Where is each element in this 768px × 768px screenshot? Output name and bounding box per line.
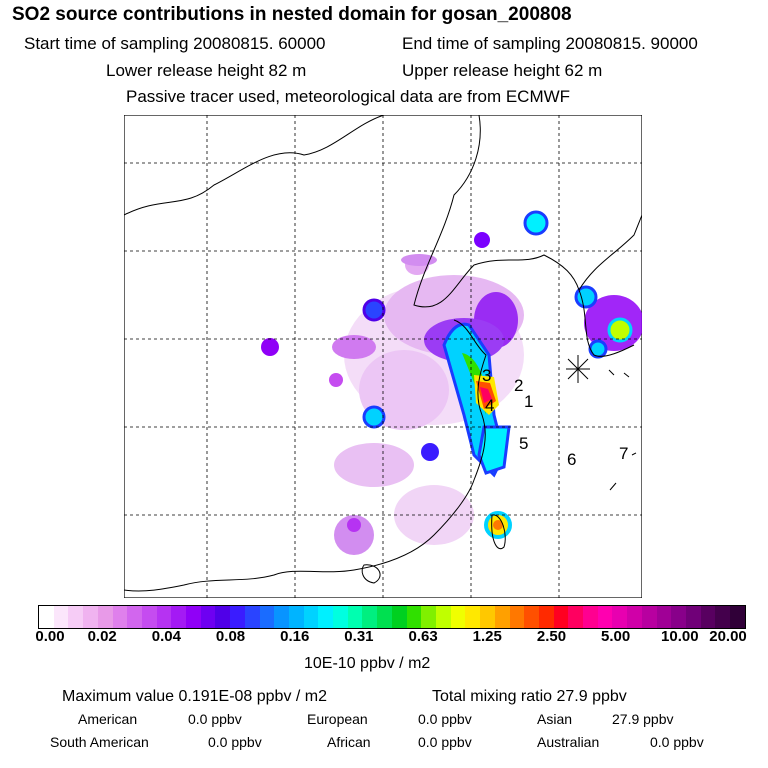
colorbar-swatch: [465, 606, 481, 628]
colorbar-swatch: [524, 606, 539, 628]
colorbar-swatch: [641, 606, 657, 628]
colorbar-swatch: [627, 606, 642, 628]
colorbar-tick-label: 0.08: [215, 628, 246, 645]
colorbar-swatch: [171, 606, 187, 628]
colorbar-tick-label: 2.50: [536, 628, 567, 645]
coastline-layer: [124, 115, 642, 592]
colorbar-swatch: [39, 606, 54, 628]
colorbar-swatch: [83, 606, 98, 628]
colorbar-swatch: [730, 606, 745, 628]
region-value: 0.0 ppbv: [418, 711, 472, 727]
colorbar-swatch: [362, 606, 378, 628]
region-name: Asian: [537, 711, 573, 727]
colorbar-tick-label: 5.00: [601, 628, 631, 645]
tracer-note: Passive tracer used, meteorological data…: [126, 87, 571, 106]
colorbar-swatch: [685, 606, 701, 628]
colorbar-swatch: [538, 606, 554, 628]
colorbar-swatch: [700, 606, 716, 628]
colorbar-swatch: [377, 606, 392, 628]
colorbar-swatch: [303, 606, 319, 628]
colorbar-swatch: [509, 606, 525, 628]
map-label: 6: [567, 450, 576, 469]
colorbar-swatch: [583, 606, 598, 628]
colorbar-swatch: [656, 606, 672, 628]
region-name: American: [78, 711, 138, 727]
region-value: 0.0 ppbv: [188, 711, 242, 727]
colorbar-swatch: [274, 606, 289, 628]
colorbar-swatch: [568, 606, 584, 628]
start-time: Start time of sampling 20080815. 60000: [24, 34, 326, 53]
colorbar-tick-label: 0.16: [280, 628, 310, 645]
upper-release-height: Upper release height 62 m: [402, 61, 603, 80]
region-name: European: [307, 711, 368, 727]
colorbar-swatch: [391, 606, 407, 628]
colorbar-swatch: [288, 606, 304, 628]
maximum-value: Maximum value 0.191E-08 ppbv / m2: [62, 688, 328, 705]
map-label: 5: [519, 434, 528, 453]
colorbar-unit: 10E-10 ppbv / m2: [304, 655, 431, 672]
colorbar-swatch: [112, 606, 128, 628]
colorbar-swatch: [68, 606, 84, 628]
colorbar-swatch: [97, 606, 113, 628]
map-label: 4: [485, 396, 494, 415]
map-label: 3: [482, 366, 491, 385]
end-time: End time of sampling 20080815. 90000: [402, 34, 698, 53]
colorbar-swatch: [318, 606, 334, 628]
total-mixing-ratio: Total mixing ratio 27.9 ppbv: [432, 688, 627, 705]
colorbar-swatch: [244, 606, 260, 628]
region-value: 0.0 ppbv: [650, 734, 704, 750]
contribution-map: 1 2 3 4 5 6 7: [124, 115, 642, 598]
map-label: 2: [514, 376, 523, 395]
receptor-star-icon: [566, 355, 590, 383]
region-value: 0.0 ppbv: [418, 734, 472, 750]
colorbar-swatch: [53, 606, 69, 628]
colorbar-swatch: [230, 606, 245, 628]
region-value: 27.9 ppbv: [612, 711, 674, 727]
colorbar-swatch: [200, 606, 216, 628]
colorbar-tick-label: 0.02: [87, 628, 117, 645]
colorbar-swatch: [127, 606, 142, 628]
map-label: 7: [619, 444, 628, 463]
map-label: 1: [524, 392, 533, 411]
colorbar-swatch: [435, 606, 451, 628]
colorbar-tick-label: 0.04: [151, 628, 181, 645]
colorbar-tick-label: 0.63: [408, 628, 438, 645]
colorbar-swatch: [186, 606, 201, 628]
colorbar: [38, 605, 746, 629]
colorbar-swatch: [553, 606, 569, 628]
page-title: SO2 source contributions in nested domai…: [12, 4, 572, 25]
colorbar-swatch: [141, 606, 157, 628]
region-value: 0.0 ppbv: [208, 734, 262, 750]
colorbar-swatch: [494, 606, 510, 628]
region-name: Australian: [537, 734, 600, 750]
colorbar-swatch: [333, 606, 348, 628]
colorbar-swatch: [597, 606, 613, 628]
colorbar-swatch: [406, 606, 422, 628]
region-name: South American: [50, 734, 149, 750]
colorbar-swatch: [612, 606, 628, 628]
colorbar-swatch: [480, 606, 495, 628]
colorbar-swatch: [421, 606, 436, 628]
colorbar-tick-label: 10.00: [661, 628, 699, 645]
colorbar-swatch: [450, 606, 466, 628]
colorbar-swatch: [156, 606, 172, 628]
grid-lines: [124, 115, 642, 598]
colorbar-swatch: [671, 606, 686, 628]
colorbar-swatch: [215, 606, 231, 628]
colorbar-tick-label: 1.25: [472, 628, 502, 645]
colorbar-tick-label: 0.31: [344, 628, 374, 645]
colorbar-tick-label: 20.00: [709, 628, 747, 645]
colorbar-swatch: [715, 606, 731, 628]
colorbar-swatch: [259, 606, 275, 628]
lower-release-height: Lower release height 82 m: [106, 61, 307, 80]
region-name: African: [327, 734, 371, 750]
colorbar-tick-label: 0.00: [35, 628, 65, 645]
plume-layer: [261, 210, 642, 555]
colorbar-swatch: [347, 606, 363, 628]
